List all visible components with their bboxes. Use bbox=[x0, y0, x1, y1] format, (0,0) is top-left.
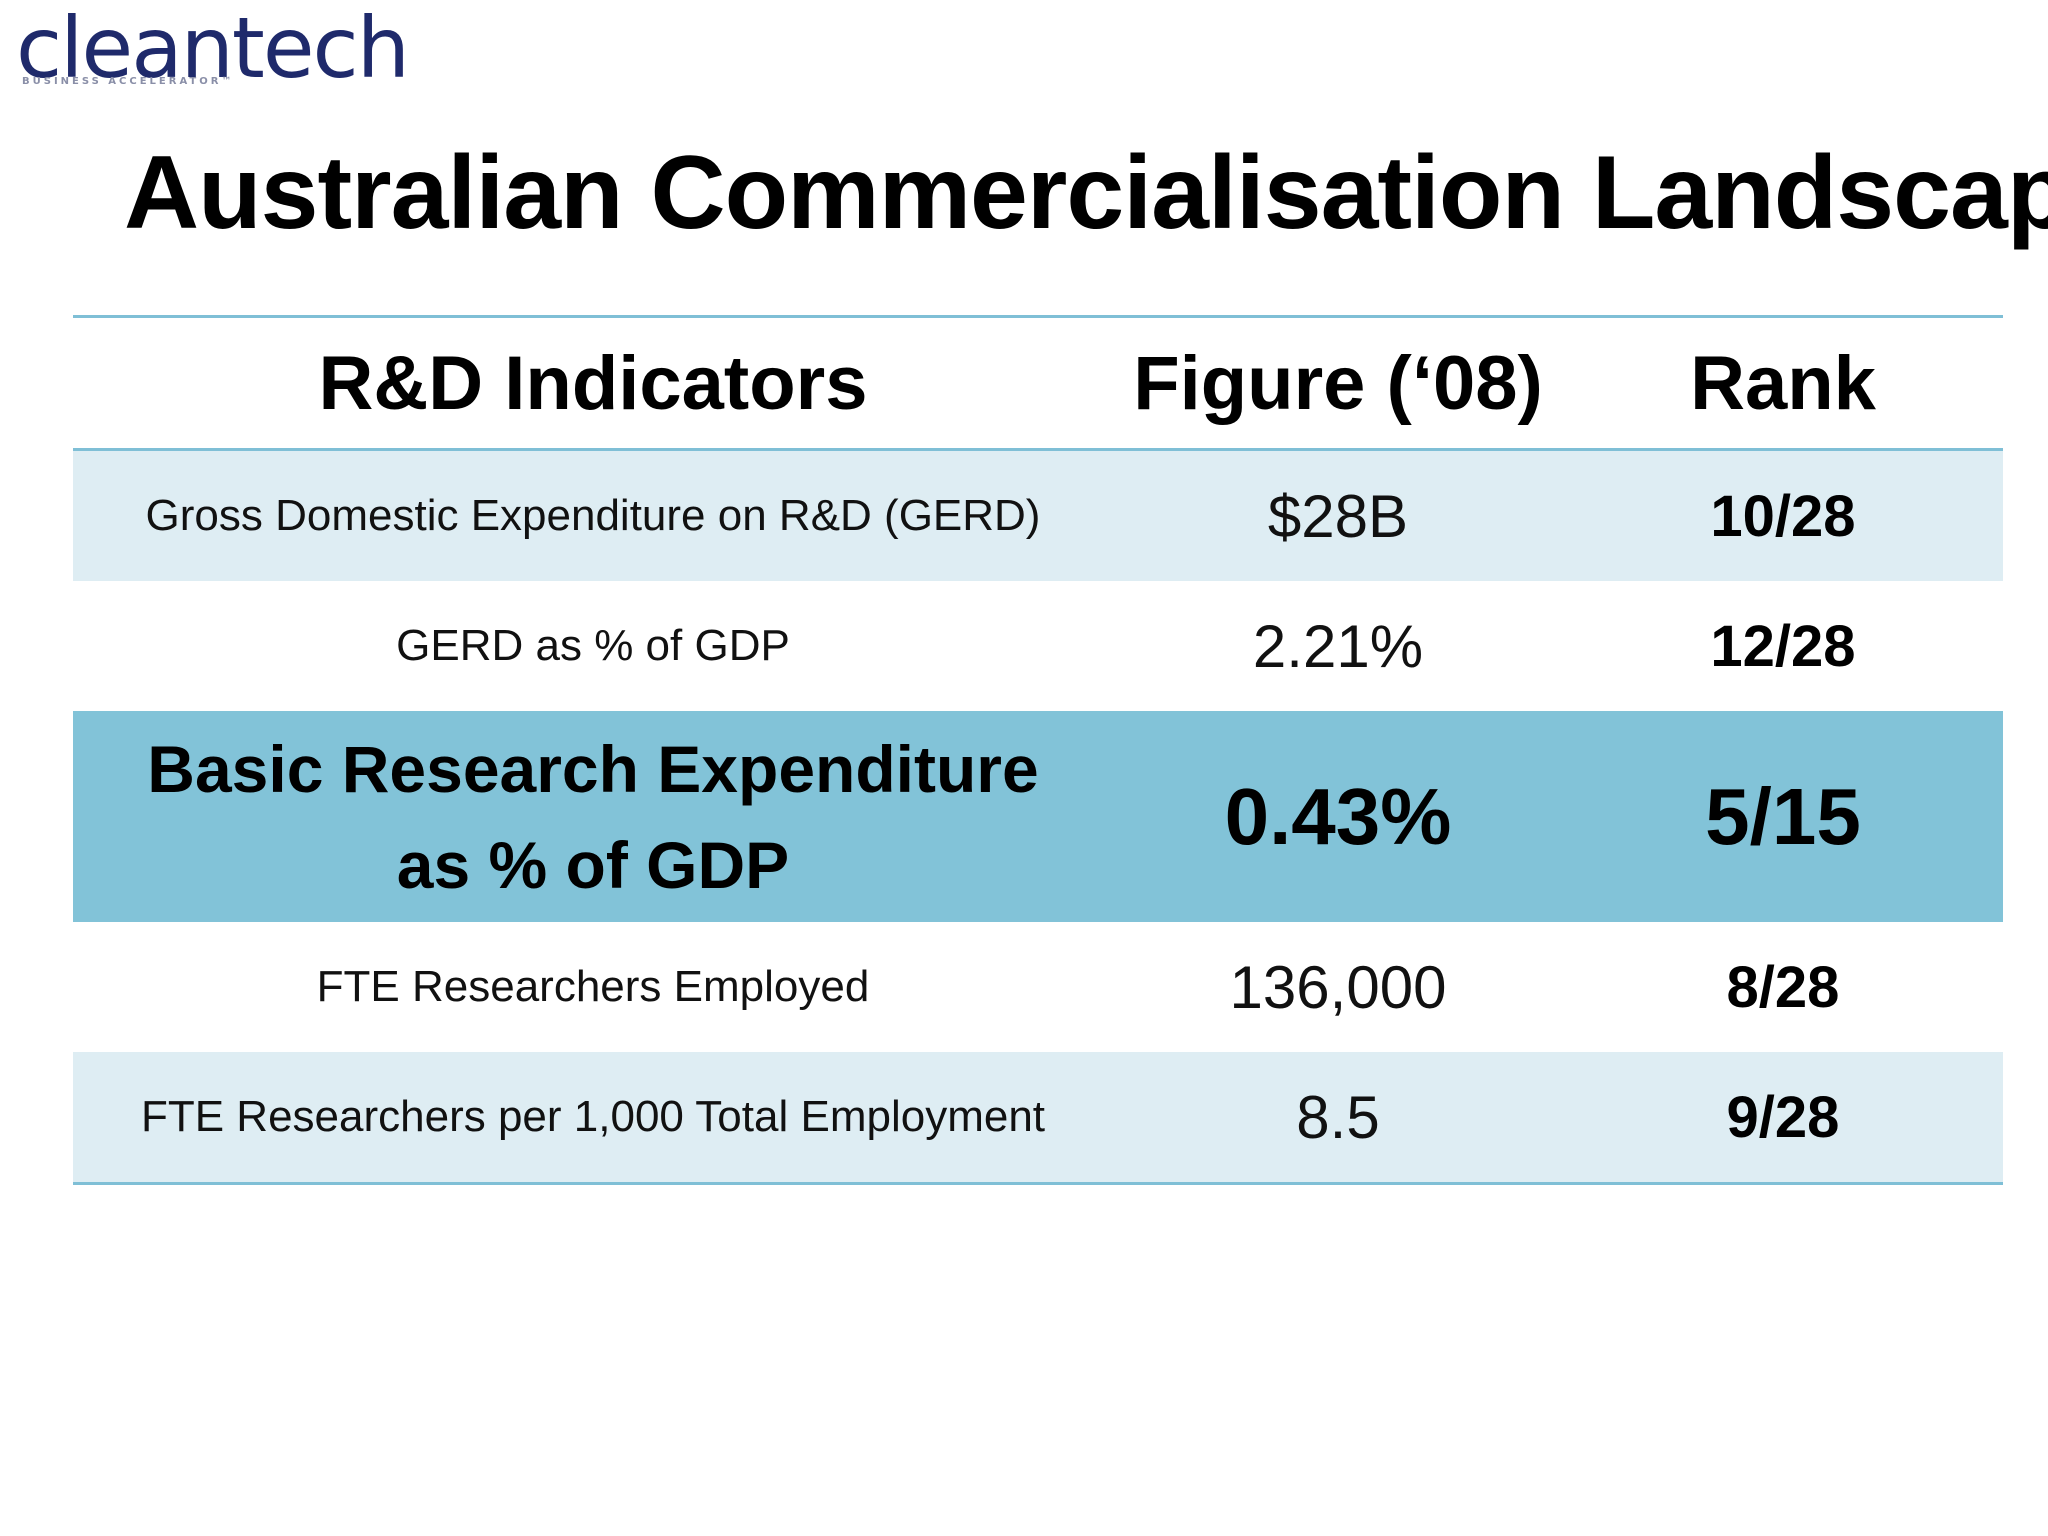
rank-value: 8/28 bbox=[1726, 954, 1840, 1020]
indicator-label-line2: as % of GDP bbox=[396, 827, 790, 902]
header-indicators: R&D Indicators bbox=[318, 340, 868, 426]
figure-value: $28B bbox=[1267, 482, 1409, 550]
table-row-highlighted: Basic Research Expenditure as % of GDP 0… bbox=[73, 711, 2003, 922]
logo-wordmark: cleantech bbox=[16, 0, 410, 97]
header-figure: Figure (‘08) bbox=[1133, 340, 1543, 426]
indicator-label: GERD as % of GDP bbox=[396, 621, 790, 670]
logo-tagline: BUSINESS ACCELERATOR™ bbox=[22, 76, 235, 87]
indicator-label: Basic Research Expenditure as % of GDP bbox=[73, 721, 1113, 913]
slide-title: Australian Commercialisation Landscape bbox=[124, 135, 2048, 251]
table-row: GERD as % of GDP 2.21% 12/28 bbox=[73, 581, 2003, 711]
table-row: FTE Researchers Employed 136,000 8/28 bbox=[73, 922, 2003, 1052]
indicator-label-line1: Basic Research Expenditure bbox=[147, 731, 1039, 806]
figure-value: 136,000 bbox=[1229, 953, 1447, 1021]
rank-value: 9/28 bbox=[1726, 1084, 1840, 1150]
rank-value: 12/28 bbox=[1710, 613, 1856, 679]
figure-value: 2.21% bbox=[1252, 612, 1424, 680]
rank-value: 10/28 bbox=[1710, 483, 1856, 549]
indicator-label: FTE Researchers Employed bbox=[316, 962, 870, 1011]
indicator-label: FTE Researchers per 1,000 Total Employme… bbox=[140, 1092, 1046, 1141]
figure-value: 0.43% bbox=[1224, 771, 1452, 861]
table-row: Gross Domestic Expenditure on R&D (GERD)… bbox=[73, 451, 2003, 581]
figure-value: 8.5 bbox=[1296, 1083, 1380, 1151]
rd-indicators-table: R&D Indicators Figure (‘08) Rank Gross D… bbox=[73, 315, 2003, 1185]
cleantech-logo: cleantech BUSINESS ACCELERATOR™ bbox=[16, 6, 410, 92]
table-header-row: R&D Indicators Figure (‘08) Rank bbox=[73, 318, 2003, 451]
indicator-label: Gross Domestic Expenditure on R&D (GERD) bbox=[145, 491, 1041, 540]
rank-value: 5/15 bbox=[1705, 771, 1861, 861]
header-rank: Rank bbox=[1690, 340, 1876, 426]
table-row: FTE Researchers per 1,000 Total Employme… bbox=[73, 1052, 2003, 1182]
